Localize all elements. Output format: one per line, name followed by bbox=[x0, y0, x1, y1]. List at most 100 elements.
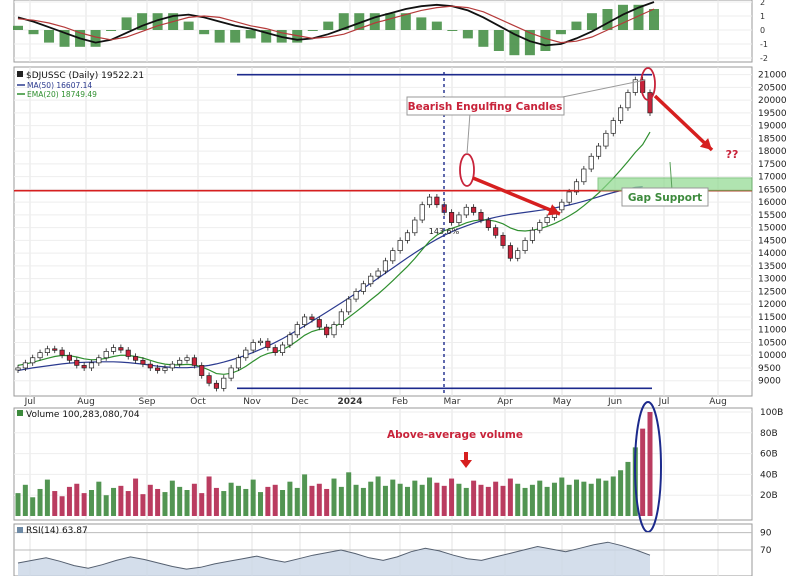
macd-y-tick-label: 0 bbox=[760, 26, 765, 35]
macd-histogram-bar bbox=[137, 13, 148, 30]
candle-body bbox=[529, 229, 535, 241]
volume-bar bbox=[258, 492, 264, 516]
macd-histogram-bar bbox=[493, 30, 504, 51]
x-tick-label: Nov bbox=[243, 397, 261, 407]
candle-body bbox=[294, 324, 300, 336]
macd-histogram-bar bbox=[555, 30, 566, 35]
candle-body bbox=[434, 196, 440, 206]
candle-body bbox=[37, 352, 43, 359]
macd-panel-frame bbox=[13, 0, 753, 63]
macd-histogram-bar bbox=[307, 30, 318, 31]
macd-histogram-bar bbox=[354, 13, 365, 30]
legend-ma50: MA(50) 16607.14 bbox=[27, 81, 92, 90]
candle-body bbox=[250, 342, 256, 351]
volume-bar bbox=[441, 485, 447, 516]
macd-histogram-bar bbox=[292, 30, 303, 43]
volume-bar bbox=[618, 470, 624, 516]
x-tick-label: Jul bbox=[24, 397, 36, 407]
macd-histogram-bar bbox=[431, 21, 442, 30]
legend-ema20: EMA(20) 18749.49 bbox=[27, 90, 97, 99]
volume-bar bbox=[81, 493, 87, 516]
candle-body bbox=[566, 191, 572, 203]
candle-body bbox=[522, 240, 528, 251]
volume-bar bbox=[111, 487, 117, 516]
macd-histogram-bar bbox=[152, 13, 163, 30]
price-y-tick-label: 12500 bbox=[758, 287, 787, 297]
price-title: $DJUSSC (Daily) 19522.21 bbox=[26, 71, 144, 81]
candle-body bbox=[169, 363, 175, 369]
question-marks: ?? bbox=[726, 148, 739, 161]
x-tick-label: 2024 bbox=[337, 397, 362, 407]
volume-bar bbox=[404, 486, 410, 516]
volume-bar bbox=[235, 485, 241, 516]
volume-bar bbox=[243, 488, 249, 516]
rsi-title: RSI(14) 63.87 bbox=[26, 526, 88, 536]
candle-body bbox=[133, 356, 139, 361]
candle-body bbox=[647, 92, 653, 114]
volume-bar bbox=[471, 480, 477, 516]
macd-histogram-bar bbox=[214, 30, 225, 43]
macd-histogram-bar bbox=[230, 30, 241, 43]
candle-body bbox=[537, 222, 543, 231]
candle-body bbox=[463, 206, 469, 216]
volume-bar bbox=[537, 480, 543, 516]
candle-body bbox=[287, 334, 293, 346]
red-arrow-down-1-head bbox=[547, 204, 560, 216]
volume-bar bbox=[169, 480, 175, 516]
volume-bar bbox=[302, 474, 308, 516]
volume-bar bbox=[640, 428, 646, 516]
volume-bar bbox=[191, 483, 197, 516]
volume-bar bbox=[294, 487, 300, 516]
price-y-tick-label: 13500 bbox=[758, 262, 787, 272]
macd-histogram-bar bbox=[524, 30, 535, 56]
volume-bar bbox=[360, 487, 366, 516]
x-tick-label: Apr bbox=[497, 397, 513, 407]
price-y-tick-label: 14500 bbox=[758, 236, 787, 246]
price-y-tick-label: 15500 bbox=[758, 211, 787, 221]
volume-bar bbox=[507, 478, 513, 516]
price-y-tick-label: 20000 bbox=[758, 96, 787, 106]
candle-body bbox=[191, 357, 197, 366]
candle-body bbox=[316, 319, 322, 328]
volume-arrow-head bbox=[460, 460, 472, 468]
candle-body bbox=[382, 260, 388, 272]
volume-legend-swatch bbox=[17, 410, 23, 416]
candle-body bbox=[632, 79, 638, 93]
candle-body bbox=[368, 275, 374, 285]
volume-bar bbox=[463, 487, 469, 516]
volume-bar bbox=[206, 476, 212, 516]
volume-bar bbox=[603, 480, 609, 516]
volume-bar bbox=[15, 493, 21, 516]
volume-bar bbox=[412, 480, 418, 516]
macd-histogram-bar bbox=[602, 9, 613, 30]
volume-bar bbox=[155, 488, 161, 516]
candle-body bbox=[360, 283, 366, 292]
macd-histogram-bar bbox=[400, 13, 411, 30]
volume-bar bbox=[544, 486, 550, 516]
above-average-volume-label: Above-average volume bbox=[387, 429, 523, 441]
volume-bar bbox=[515, 483, 521, 516]
engulfing-circle-2 bbox=[640, 67, 656, 101]
candle-body bbox=[507, 245, 513, 259]
macd-histogram-bar bbox=[649, 9, 659, 30]
percent-annotation: 143.6% bbox=[429, 227, 460, 236]
volume-y-tick-label: 20B bbox=[760, 491, 778, 501]
price-y-tick-label: 19000 bbox=[758, 122, 787, 132]
volume-bar bbox=[434, 482, 440, 516]
callout-pointer bbox=[466, 112, 471, 155]
macd-line bbox=[17, 1, 655, 47]
candle-body bbox=[199, 365, 205, 376]
volume-bar bbox=[485, 486, 491, 516]
candle-body bbox=[15, 367, 21, 371]
price-y-tick-label: 10500 bbox=[758, 338, 787, 348]
rsi-y-tick-label: 90 bbox=[760, 529, 772, 539]
candle-body bbox=[110, 347, 117, 352]
candle-body bbox=[309, 316, 315, 320]
macd-y-tick-label: 1 bbox=[760, 12, 765, 21]
x-tick-label: Dec bbox=[291, 397, 308, 407]
price-y-tick-label: 17000 bbox=[758, 173, 787, 183]
price-y-tick-label: 9000 bbox=[758, 377, 781, 387]
volume-bar bbox=[419, 484, 425, 516]
volume-bar bbox=[324, 488, 330, 516]
